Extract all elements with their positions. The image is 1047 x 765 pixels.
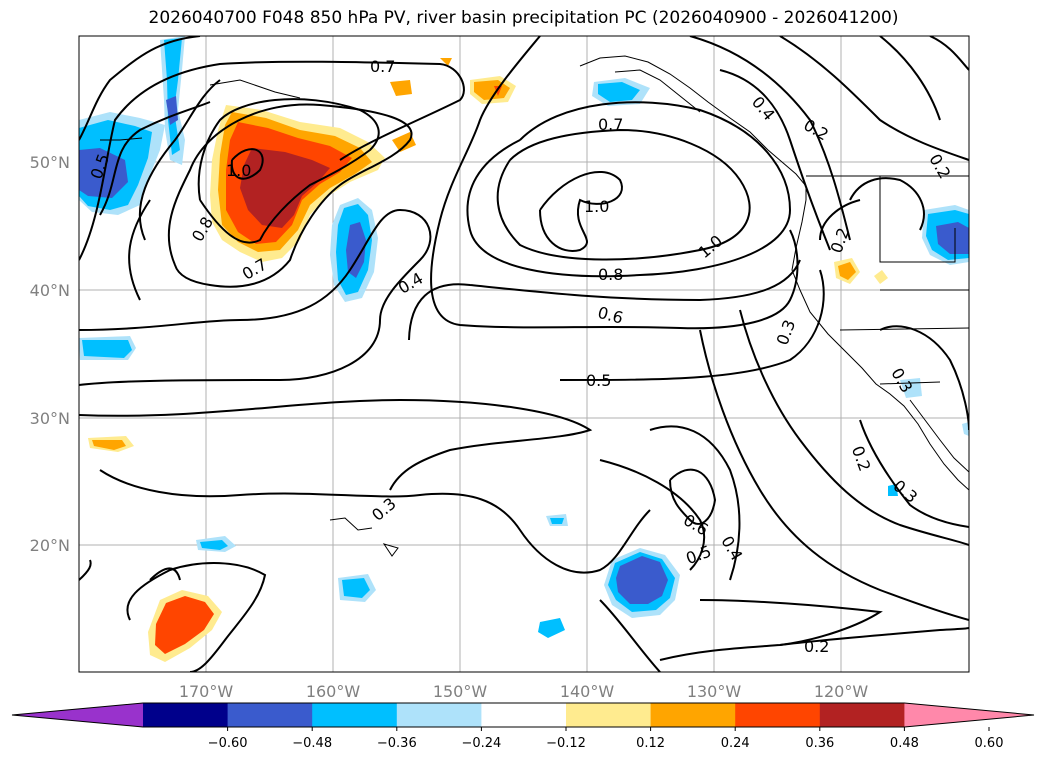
contour-label: 0.2 — [800, 115, 832, 144]
colorbar-segment — [735, 703, 821, 727]
colorbar-tick-label: −0.12 — [546, 736, 586, 751]
lon-tick-label: 130°W — [687, 682, 742, 701]
pv-contours — [79, 36, 969, 672]
lat-tick-label: 30°N — [30, 409, 70, 428]
contour-label: 1.0 — [584, 197, 609, 216]
colorbar-tick-label: −0.24 — [461, 736, 501, 751]
contour-label: 0.5 — [683, 542, 713, 569]
colorbar-tick-label: 0.12 — [636, 736, 665, 751]
precip-shading — [79, 36, 969, 662]
contour-label: 0.3 — [368, 494, 400, 525]
colorbar-segment — [227, 703, 313, 727]
colorbar-tick-label: 0.48 — [890, 736, 919, 751]
colorbar-extend-max — [904, 703, 1034, 727]
lat-tick-label: 40°N — [30, 281, 70, 300]
lon-tick-label: 170°W — [179, 682, 234, 701]
colorbar-tick-label: 0.60 — [975, 736, 1004, 751]
gridlines — [79, 36, 969, 672]
map-area: 0.5 0.7 1.0 0.8 0.7 0.4 0.7 1.0 1.0 0.8 … — [79, 36, 969, 672]
axis-ticks: 170°W 160°W 150°W 140°W 130°W 120°W 50°N… — [30, 153, 869, 701]
colorbar-segment — [396, 703, 482, 727]
contour-label: 0.3 — [773, 317, 800, 347]
colorbar-segment — [143, 703, 229, 727]
contour-label: 0.3 — [889, 476, 921, 507]
map-frame — [78, 35, 970, 673]
contour-label: 0.8 — [598, 265, 623, 284]
contour-label: 0.7 — [598, 115, 623, 134]
colorbar-segment — [312, 703, 398, 727]
colorbar-tick-label: −0.36 — [377, 736, 417, 751]
colorbar-tick-label: −0.48 — [292, 736, 332, 751]
colorbar-segment — [566, 703, 652, 727]
colorbar-segment — [819, 703, 905, 727]
colorbar-segment — [650, 703, 736, 727]
colorbar-tick-label: −0.60 — [208, 736, 248, 751]
chart-title: 2026040700 F048 850 hPa PV, river basin … — [148, 8, 899, 28]
colorbar-extend-min — [12, 703, 143, 727]
lon-tick-label: 120°W — [814, 682, 869, 701]
contour-label: 1.0 — [695, 231, 727, 262]
contour-label: 0.2 — [804, 637, 829, 656]
lat-tick-label: 50°N — [30, 153, 70, 172]
colorbar-tick-label: 0.36 — [805, 736, 834, 751]
colorbar: −0.60 −0.48 −0.36 −0.24 −0.12 0.12 0.24 0.36 0.4… — [11, 702, 1035, 751]
contour-label: 0.4 — [748, 93, 779, 125]
lon-tick-label: 150°W — [433, 682, 488, 701]
contour-label: 0.2 — [848, 443, 875, 473]
lon-tick-label: 160°W — [306, 682, 361, 701]
colorbar-segment — [481, 703, 567, 727]
contour-label: 0.2 — [925, 151, 954, 183]
contour-label: 0.4 — [395, 268, 427, 297]
colorbar-outline — [11, 702, 1035, 728]
contour-label: 0.2 — [827, 225, 854, 255]
colorbar-tick-label: 0.24 — [721, 736, 750, 751]
contour-label: 0.5 — [586, 371, 611, 390]
contour-label: 1.0 — [226, 161, 251, 180]
contour-label: 0.7 — [370, 57, 395, 76]
contour-label: 0.6 — [596, 303, 626, 328]
lon-tick-label: 140°W — [560, 682, 615, 701]
lat-tick-label: 20°N — [30, 536, 70, 555]
contour-label: 0.4 — [717, 533, 746, 565]
